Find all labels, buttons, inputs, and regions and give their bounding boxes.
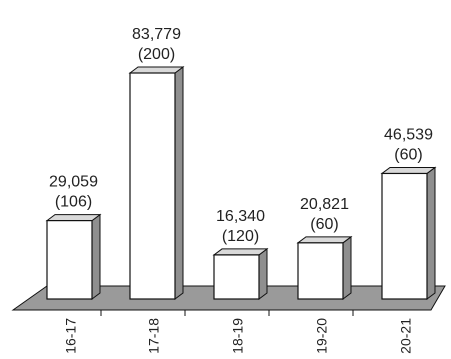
bar-top-face <box>212 248 269 256</box>
x-axis-tick-label: 16-17 <box>63 318 79 354</box>
bar-side-face <box>91 213 101 300</box>
bar-count-label: (60) <box>310 216 338 233</box>
bar-side-face <box>258 247 268 300</box>
bar-value-label: 20,821 <box>300 196 349 213</box>
bar-front-face <box>129 72 176 300</box>
bar-top-face <box>45 214 102 222</box>
bar-front-face <box>381 172 428 300</box>
bar-value-label: 83,779 <box>132 26 181 43</box>
bar-front-face <box>46 220 93 300</box>
bar-top-face <box>380 166 437 174</box>
x-axis-tick-label: 18-19 <box>230 318 246 354</box>
bar-20-21 <box>380 166 437 300</box>
bar-top-face <box>296 236 353 244</box>
x-axis-tick-label: 19-20 <box>314 318 330 354</box>
bar-count-label: (200) <box>138 46 175 63</box>
bar-18-19 <box>212 247 269 300</box>
bar-16-17 <box>45 213 102 300</box>
bar-count-label: (60) <box>394 146 422 163</box>
x-axis-tick-label: 20-21 <box>398 318 414 354</box>
bar-19-20 <box>296 235 353 300</box>
bar-side-face <box>426 166 436 300</box>
bar-count-label: (120) <box>222 228 259 245</box>
bar-count-label: (106) <box>55 194 92 211</box>
chart-bars-layer <box>45 66 437 300</box>
bar-value-label: 16,340 <box>216 208 265 225</box>
bar-value-label: 29,059 <box>49 174 98 191</box>
x-axis-tick-label: 17-18 <box>146 318 162 354</box>
chart-ticks-layer: 16-17 17-18 18-19 19-20 20-21 <box>63 310 414 354</box>
bar-side-face <box>342 235 352 300</box>
bar-top-face <box>128 66 185 74</box>
bar-17-18 <box>128 66 185 300</box>
bar-value-label: 46,539 <box>384 126 433 143</box>
bar-front-face <box>297 242 344 300</box>
chart-labels-layer: 29,059 (106) 83,779 (200) 16,340 (120) 20,821 (… <box>49 26 433 245</box>
bar-front-face <box>213 254 260 300</box>
bar-side-face <box>174 66 184 300</box>
